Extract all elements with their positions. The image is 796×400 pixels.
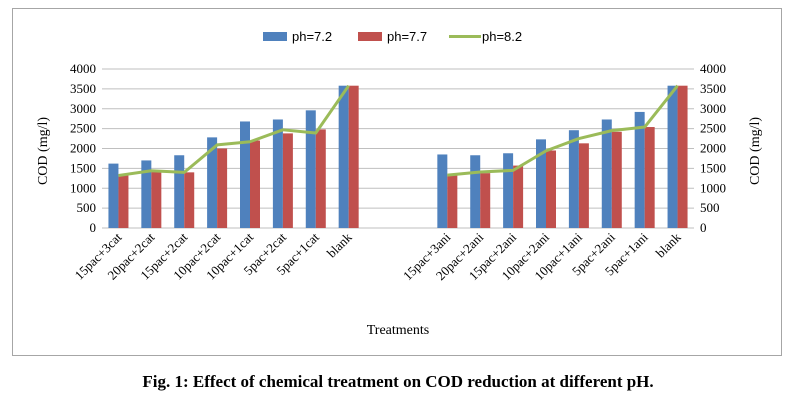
bar-ph-7-2 bbox=[667, 85, 678, 228]
bar-ph-7-7 bbox=[250, 140, 260, 228]
ph-8-2-line bbox=[118, 84, 679, 178]
legend-item: ph=7.7 bbox=[358, 29, 427, 44]
y2-tick-label: 1500 bbox=[700, 160, 726, 175]
bar-ph-7-7 bbox=[151, 171, 162, 228]
y2-tick-label: 3500 bbox=[700, 81, 726, 96]
bar-ph-7-7 bbox=[677, 85, 688, 228]
bar-ph-7-2 bbox=[568, 130, 579, 228]
cod-chart: 0 0 500 500 1000 1000 1500 1500 2000 2000 2500 2500… bbox=[36, 29, 763, 338]
legend-label: ph=7.2 bbox=[292, 29, 332, 44]
bar-ph-7-7 bbox=[513, 165, 524, 228]
x-tick-label: blank bbox=[324, 229, 355, 260]
y2-tick-label: 2500 bbox=[700, 121, 726, 136]
x-tick-label: blank bbox=[653, 229, 684, 260]
y-tick-label: 3500 bbox=[70, 81, 96, 96]
bar-ph-7-7 bbox=[118, 174, 129, 228]
gridlines bbox=[102, 68, 694, 229]
bar-ph-7-7 bbox=[480, 173, 491, 228]
y-tick-label: 1500 bbox=[70, 160, 96, 175]
bar-ph-7-2 bbox=[338, 85, 349, 228]
y2-tick-label: 0 bbox=[700, 220, 707, 235]
y2-tick-label: 2000 bbox=[700, 141, 726, 156]
bar-ph-7-7 bbox=[447, 175, 458, 228]
bar-ph-7-2 bbox=[470, 155, 481, 228]
bar-ph-7-7 bbox=[644, 127, 655, 228]
bar-ph-7-2 bbox=[634, 111, 645, 228]
bar-ph-7-2 bbox=[272, 119, 283, 228]
y-tick-label: 2500 bbox=[70, 121, 96, 136]
x-axis-title: Treatments bbox=[367, 323, 429, 338]
bar-ph-7-2 bbox=[305, 110, 316, 228]
chart-frame: 0 0 500 500 1000 1000 1500 1500 2000 2000 2500 2500… bbox=[12, 8, 782, 356]
y-tick-label: 0 bbox=[90, 220, 97, 235]
y-tick-label: 1000 bbox=[70, 180, 96, 195]
bar-ph-7-2 bbox=[601, 119, 612, 228]
y2-tick-label: 1000 bbox=[700, 180, 726, 195]
y-axis-title: COD (mg/l) bbox=[36, 117, 51, 185]
bar-ph-7-7 bbox=[578, 143, 589, 228]
bar-ph-7-7 bbox=[315, 129, 326, 228]
bar-ph-7-7 bbox=[217, 148, 228, 228]
bar-ph-7-2 bbox=[174, 155, 185, 228]
y-tick-label: 3000 bbox=[70, 101, 96, 116]
legend-swatch bbox=[263, 32, 287, 41]
legend-label: ph=7.7 bbox=[387, 29, 427, 44]
legend-label: ph=8.2 bbox=[482, 29, 522, 44]
legend: ph=7.2 ph=7.7 ph=8.2 bbox=[263, 29, 522, 44]
y2-axis-title: COD (mg/l) bbox=[748, 117, 763, 185]
y-tick-label: 500 bbox=[77, 200, 97, 215]
bar-ph-7-2 bbox=[141, 160, 152, 228]
y2-tick-label: 4000 bbox=[700, 61, 726, 76]
bar-ph-7-7 bbox=[184, 172, 195, 228]
bar-ph-7-2 bbox=[207, 137, 218, 228]
bar-ph-7-2 bbox=[240, 121, 250, 228]
bar-ph-7-2 bbox=[108, 163, 119, 228]
legend-item: ph=8.2 bbox=[449, 29, 522, 44]
bar-ph-7-2 bbox=[536, 139, 546, 228]
y-tick-label: 4000 bbox=[70, 61, 96, 76]
bar-ph-7-7 bbox=[546, 150, 556, 228]
bar-ph-7-7 bbox=[611, 131, 622, 228]
y-tick-label: 2000 bbox=[70, 141, 96, 156]
bar-ph-7-7 bbox=[282, 133, 293, 228]
bars bbox=[108, 85, 688, 228]
line-segment-ph-8-2 bbox=[447, 84, 679, 177]
legend-swatch bbox=[358, 32, 382, 41]
bar-ph-7-2 bbox=[437, 154, 448, 228]
y2-tick-label: 3000 bbox=[700, 101, 726, 116]
line-segment-ph-8-2 bbox=[118, 84, 350, 178]
figure-caption: Fig. 1: Effect of chemical treatment on … bbox=[142, 372, 654, 391]
y2-tick-label: 500 bbox=[700, 200, 720, 215]
bar-ph-7-7 bbox=[348, 85, 359, 228]
legend-item: ph=7.2 bbox=[263, 29, 332, 44]
bar-ph-7-2 bbox=[503, 153, 514, 228]
